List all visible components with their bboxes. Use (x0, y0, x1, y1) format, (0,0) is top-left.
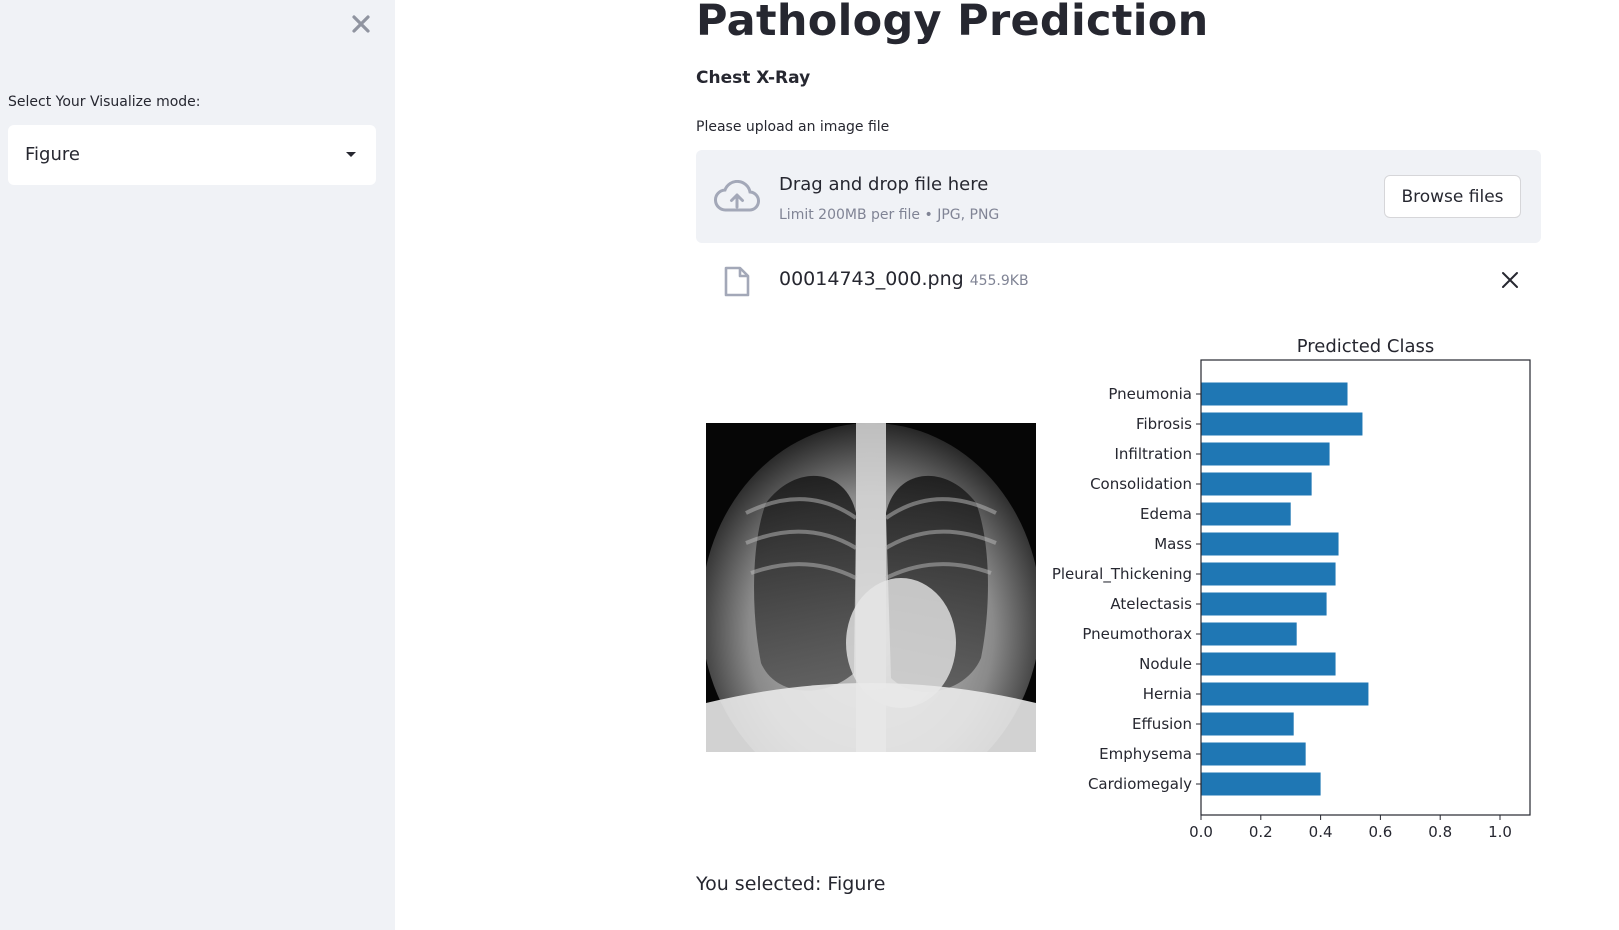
y-tick-label: Effusion (1132, 715, 1192, 733)
predicted-class-chart: Predicted Class Pneumonia Fibrosis Infiltra… (1052, 336, 1531, 841)
y-tick-label: Emphysema (1099, 745, 1192, 763)
page-subtitle: Chest X-Ray (696, 68, 811, 88)
remove-file-icon[interactable] (1499, 269, 1521, 291)
plot-frame (1200, 359, 1531, 816)
visualize-mode-select[interactable]: Figure (8, 125, 376, 185)
bar-nodule (1201, 652, 1336, 676)
bar-fibrosis (1201, 412, 1363, 436)
chest-xray-image (706, 423, 1036, 752)
y-tick-label: Fibrosis (1136, 415, 1192, 433)
bar-pleural_thickening (1201, 562, 1336, 586)
bar-effusion (1201, 712, 1294, 736)
file-dropzone[interactable]: Drag and drop file here Limit 200MB per … (696, 150, 1541, 243)
y-tick-label: Pneumonia (1108, 385, 1192, 403)
bar-consolidation (1201, 472, 1312, 496)
browse-files-button[interactable]: Browse files (1384, 175, 1521, 218)
file-icon (724, 266, 750, 297)
sidebar: Select Your Visualize mode: Figure (0, 0, 395, 930)
bar-pneumonia (1201, 382, 1348, 406)
page-title: Pathology Prediction (696, 0, 1209, 46)
y-tick-label: Infiltration (1114, 445, 1192, 463)
x-tick-label: 0.4 (1309, 823, 1333, 841)
y-tick-label: Atelectasis (1110, 595, 1192, 613)
cloud-upload-icon (714, 180, 760, 212)
selected-mode-result: You selected: Figure (696, 873, 886, 895)
x-tick-label: 0.0 (1189, 823, 1213, 841)
dropzone-limit: Limit 200MB per file • JPG, PNG (779, 207, 1000, 223)
bar-emphysema (1201, 742, 1306, 766)
close-icon[interactable] (349, 12, 373, 36)
bar-pneumothorax (1201, 622, 1297, 646)
y-tick-label: Mass (1154, 535, 1192, 553)
y-tick-label: Cardiomegaly (1088, 775, 1192, 793)
visualize-mode-label: Select Your Visualize mode: (8, 94, 201, 110)
y-tick-label: Pneumothorax (1082, 625, 1192, 643)
x-tick-label: 0.2 (1249, 823, 1273, 841)
bar-cardiomegaly (1201, 772, 1321, 796)
bar-mass (1201, 532, 1339, 556)
uploaded-file-row: 00014743_000.png 455.9KB (696, 258, 1541, 304)
bar-hernia (1201, 682, 1369, 706)
file-size: 455.9KB (969, 273, 1029, 289)
bar-infiltration (1201, 442, 1330, 466)
chevron-down-icon (346, 152, 356, 157)
uploaded-file-name: 00014743_000.png 455.9KB (779, 268, 1029, 290)
chart-title: Predicted Class (1297, 336, 1435, 357)
y-tick-label: Hernia (1143, 685, 1192, 703)
upload-label: Please upload an image file (696, 119, 890, 135)
visualize-mode-value: Figure (25, 144, 80, 165)
bar-atelectasis (1201, 592, 1327, 616)
dropzone-title: Drag and drop file here (779, 174, 989, 195)
x-tick-label: 1.0 (1488, 823, 1512, 841)
y-tick-label: Consolidation (1090, 475, 1192, 493)
file-name-text: 00014743_000.png (779, 268, 964, 290)
y-tick-label: Pleural_Thickening (1052, 565, 1192, 584)
y-tick-label: Nodule (1139, 655, 1192, 673)
y-tick-label: Edema (1140, 505, 1192, 523)
x-tick-label: 0.6 (1368, 823, 1392, 841)
x-tick-label: 0.8 (1428, 823, 1452, 841)
bar-edema (1201, 502, 1291, 526)
